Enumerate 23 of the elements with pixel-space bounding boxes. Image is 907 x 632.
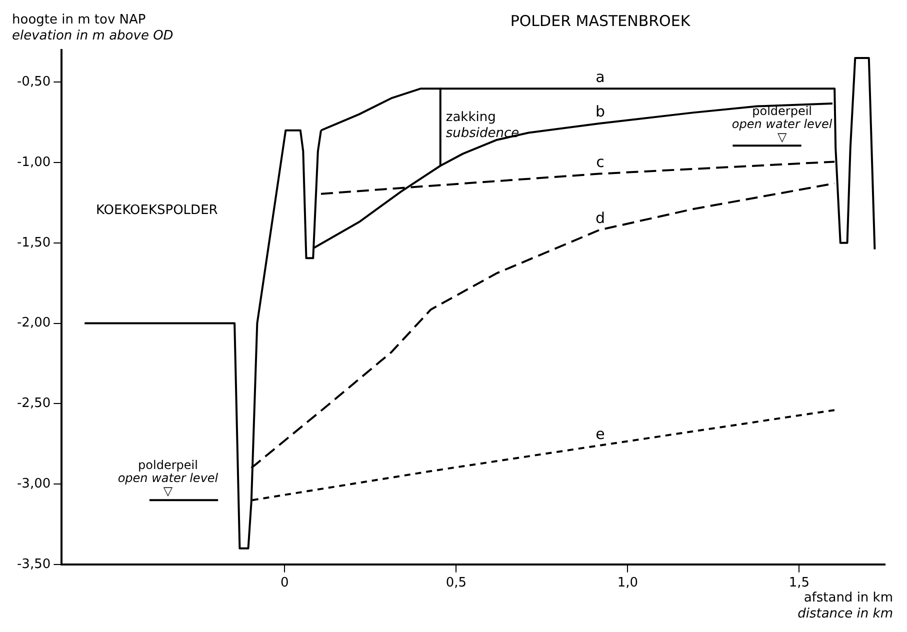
y-tick-label: -1,50 (16, 235, 51, 250)
series-label: e (596, 424, 605, 443)
annotation: zakking subsidence (446, 110, 520, 141)
y-tick-label: -1,00 (16, 154, 51, 170)
x-axis-title: afstand in km distance in km (798, 590, 893, 622)
y-tick-label: -0,50 (16, 74, 51, 90)
y-tick-label: -3,00 (16, 476, 51, 492)
y-tick-label: -2,50 (16, 396, 51, 412)
x-tick-label: 0 (280, 576, 289, 591)
chart-title: POLDER MASTENBROEK (510, 12, 692, 30)
x-tick-label: 1,5 (788, 576, 810, 591)
annotation: polderpeil open water level ▽ (118, 458, 219, 498)
series-label: b (595, 102, 606, 121)
y-axis-title: hoogte in m tov NAP elevation in m above OD (12, 12, 174, 44)
annotation: KOEKOEKSPOLDER (96, 203, 218, 218)
x-tick-label: 1,0 (617, 576, 638, 591)
y-tick-label: -2,00 (16, 316, 51, 331)
series-label: a (596, 68, 605, 86)
x-tick-label: 0,5 (446, 576, 467, 591)
series-label: d (595, 209, 606, 228)
annotation: polderpeil open water level ▽ (732, 104, 833, 144)
y-tick-label: -3,50 (16, 556, 51, 572)
series-label: c (596, 153, 604, 172)
